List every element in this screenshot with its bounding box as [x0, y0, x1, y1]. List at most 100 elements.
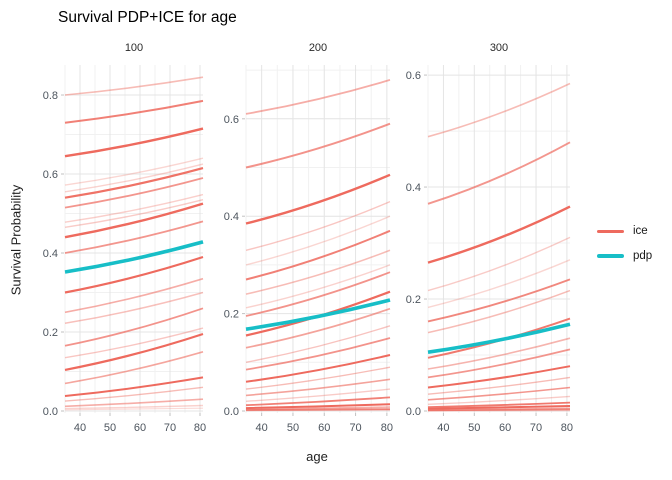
- y-axis-title: Survival Probability: [8, 184, 24, 296]
- ice-line: [64, 163, 204, 193]
- y-tick-label: 0.8: [43, 90, 58, 102]
- ice-line: [64, 199, 204, 228]
- ice-line: [427, 348, 571, 379]
- pdp-line: [245, 298, 391, 331]
- y-tick-label: 0.0: [406, 406, 421, 418]
- ice-line: [427, 386, 571, 401]
- y-tick-label: 0.2: [43, 327, 58, 339]
- ice-line: [427, 376, 571, 395]
- ice-line: [427, 289, 571, 334]
- legend: ice pdp: [597, 224, 652, 274]
- y-tick-label: 0.2: [406, 294, 421, 306]
- x-tick-label: 70: [164, 422, 176, 434]
- ice-line: [245, 271, 391, 317]
- pdp-line: [427, 322, 571, 354]
- legend-item-pdp: pdp: [597, 249, 652, 263]
- pdp-line-swatch: [597, 254, 624, 258]
- x-tick-label: 60: [499, 422, 511, 434]
- y-tick-label: 0.2: [224, 309, 239, 321]
- x-tick-label: 80: [561, 422, 573, 434]
- ice-line: [427, 408, 571, 412]
- ice-line: [64, 386, 204, 402]
- x-tick-label: 70: [530, 422, 542, 434]
- ice-line: [245, 337, 391, 371]
- x-tick-label: 80: [194, 422, 206, 434]
- ice-line: [64, 255, 204, 294]
- ice-line: [427, 205, 571, 264]
- y-tick-label: 0.0: [224, 406, 239, 418]
- ice-line: [245, 200, 391, 251]
- ice-line: [64, 76, 204, 96]
- ice-line: [245, 173, 391, 225]
- ice-line: [245, 396, 391, 407]
- y-tick-label: 0.4: [43, 248, 58, 260]
- ice-line: [427, 337, 571, 370]
- y-tick-label: 0.4: [224, 211, 239, 223]
- ice-line: [64, 407, 204, 411]
- ice-line: [427, 401, 571, 408]
- ice-line: [64, 398, 204, 408]
- ice-line: [427, 236, 571, 292]
- ice-line: [64, 157, 204, 186]
- ice-line: [64, 220, 204, 254]
- ice-line: [427, 141, 571, 205]
- facet-label: 200: [309, 42, 327, 54]
- ice-line: [64, 307, 204, 347]
- y-tick-label: 0.6: [43, 169, 58, 181]
- ice-line: [427, 82, 571, 138]
- x-tick-label: 60: [318, 422, 330, 434]
- plot-title: Survival PDP+ICE for age: [58, 9, 237, 26]
- ice-line: [64, 177, 204, 209]
- ice-line: [64, 332, 204, 371]
- ice-line: [64, 351, 204, 385]
- x-axis-title: age: [306, 449, 328, 464]
- ice-line: [64, 376, 204, 397]
- ice-line: [64, 277, 204, 314]
- ice-line: [64, 327, 204, 359]
- x-tick-label: 70: [349, 422, 361, 434]
- ice-line: [245, 408, 391, 411]
- ice-line: [427, 317, 571, 359]
- y-tick-label: 0.4: [406, 182, 421, 194]
- y-tick-label: 0.6: [224, 114, 239, 126]
- ice-line: [64, 193, 204, 223]
- ice-line: [64, 99, 204, 124]
- ice-line: [64, 404, 204, 410]
- ice-line: [427, 395, 571, 405]
- x-tick-label: 40: [256, 422, 268, 434]
- ice-line-swatch: [597, 229, 624, 233]
- ice-line: [245, 249, 391, 295]
- ice-line: [245, 79, 391, 115]
- legend-label-ice: ice: [633, 225, 648, 237]
- ice-line: [245, 307, 391, 349]
- x-tick-label: 50: [104, 422, 116, 434]
- ice-line: [245, 354, 391, 383]
- x-tick-label: 50: [468, 422, 480, 434]
- ice-line: [245, 409, 391, 412]
- ice-line: [245, 378, 391, 397]
- ice-line: [64, 291, 204, 325]
- x-tick-label: 60: [134, 422, 146, 434]
- ice-line: [427, 278, 571, 323]
- ice-line: [245, 264, 391, 309]
- y-tick-label: 0.0: [43, 406, 58, 418]
- ice-line: [245, 229, 391, 281]
- facet-label: 300: [490, 42, 508, 54]
- ice-line: [427, 365, 571, 389]
- ice-line: [245, 215, 391, 266]
- pdp-line: [64, 240, 204, 274]
- ice-line: [64, 127, 204, 158]
- ice-line: [245, 325, 391, 363]
- ice-line: [245, 403, 391, 410]
- y-tick-label: 0.6: [406, 70, 421, 82]
- ice-line: [64, 167, 204, 199]
- x-tick-label: 40: [437, 422, 449, 434]
- legend-label-pdp: pdp: [633, 250, 653, 262]
- legend-item-ice: ice: [597, 224, 652, 238]
- ice-line: [245, 388, 391, 402]
- ice-line: [64, 202, 204, 239]
- ice-line: [245, 366, 391, 390]
- x-tick-label: 40: [74, 422, 86, 434]
